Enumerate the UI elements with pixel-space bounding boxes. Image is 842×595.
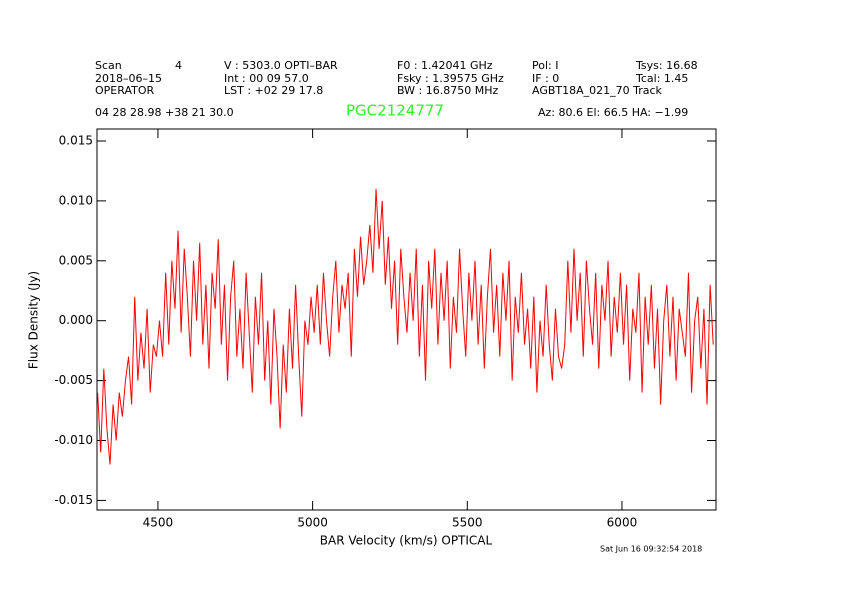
header-field: 2018–06–15	[95, 72, 162, 85]
coords: 04 28 28.98 +38 21 30.0	[95, 106, 234, 119]
header-field: AGBT18A_021_70 Track	[532, 84, 663, 97]
footer: Sat Jun 16 09:32:54 2018	[600, 545, 702, 554]
plot-frame	[96, 128, 717, 511]
header-field: V : 5303.0 OPTI–BAR	[224, 59, 338, 72]
y-tick-label: 0.005	[59, 253, 93, 267]
header-field: OPERATOR	[95, 84, 154, 97]
header-field: Scan	[95, 59, 122, 72]
spectrum-line	[97, 188, 714, 465]
x-tick-label: 5000	[297, 516, 328, 530]
y-tick-label: -0.010	[54, 433, 93, 447]
header-field: LST : +02 29 17.8	[224, 84, 323, 97]
x-tick-label: 6000	[607, 516, 638, 530]
y-tick-label: -0.005	[54, 373, 93, 387]
x-tick-label: 5500	[452, 516, 483, 530]
y-tick-label: 0.015	[59, 133, 93, 147]
header-field: BW : 16.8750 MHz	[397, 84, 498, 97]
x-tick-label: 4500	[143, 516, 174, 530]
header-field: Pol: I	[532, 59, 558, 72]
header-field: Fsky : 1.39575 GHz	[397, 72, 504, 85]
pointing: Az: 80.6 El: 66.5 HA: −1.99	[538, 106, 688, 119]
y-tick-label: -0.015	[54, 493, 93, 507]
header-field: F0 : 1.42041 GHz	[397, 59, 493, 72]
header-field: Int : 00 09 57.0	[224, 72, 309, 85]
y-tick-label: 0.000	[59, 313, 93, 327]
chart-title: PGC2124777	[346, 102, 444, 120]
y-axis-label: Flux Density (Jy)	[27, 271, 41, 369]
x-axis-label: BAR Velocity (km/s) OPTICAL	[320, 534, 493, 548]
header-field: IF : 0	[532, 72, 559, 85]
y-tick-label: 0.010	[59, 193, 93, 207]
header-field: 4	[175, 59, 182, 72]
header-field: Tsys: 16.68	[635, 59, 698, 72]
header-field: Tcal: 1.45	[635, 72, 688, 85]
